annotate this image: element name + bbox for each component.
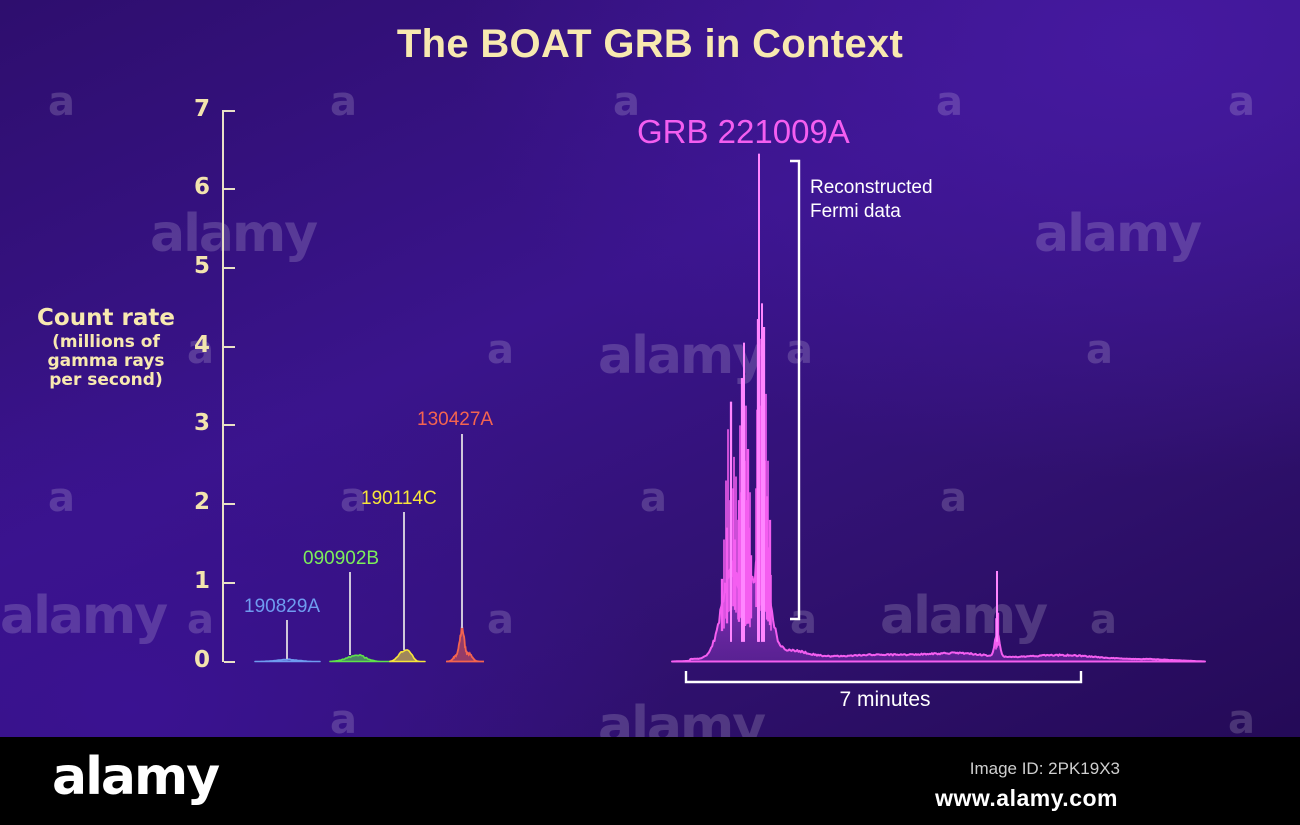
y-axis-tick-label-2: 2 <box>193 489 210 516</box>
y-axis-tick-4 <box>224 345 235 348</box>
lightcurve-190114c <box>389 649 426 663</box>
lightcurve-190829a <box>254 658 321 663</box>
y-axis-tick-label-5: 5 <box>193 252 210 279</box>
fermi-bracket <box>790 159 801 621</box>
y-axis-tick-label-wrap-6: 6 <box>150 174 210 200</box>
page-title: The BOAT GRB in Context <box>396 22 904 66</box>
alamy-footer-bar: alamy Image ID: 2PK19X3 www.alamy.com <box>0 737 1300 825</box>
y-axis-label-main: Count rate <box>37 305 175 331</box>
y-axis-tick-label-wrap-7: 7 <box>150 96 210 122</box>
y-axis-tick-label-4: 4 <box>193 331 210 358</box>
fermi-annotation-line-1: Reconstructed <box>810 177 933 198</box>
y-axis-tick-label-wrap-1: 1 <box>150 568 210 594</box>
y-axis-tick-5 <box>224 266 235 269</box>
y-axis-tick-label-wrap-5: 5 <box>150 253 210 279</box>
duration-bracket <box>684 671 1083 684</box>
y-axis-tick-2 <box>224 503 235 506</box>
poster-canvas: a a a a a a a a a a a a a a a a a a a alamy alamy alamy alamy a… <box>0 0 1300 737</box>
fermi-annotation: Reconstructed Fermi data <box>810 176 933 224</box>
y-axis-tick-6 <box>224 188 235 191</box>
y-axis-line <box>222 110 224 662</box>
duration-annotation: 7 minutes <box>839 688 931 711</box>
lightcurve-090902b <box>329 653 391 663</box>
y-axis-tick-label-7: 7 <box>193 95 210 122</box>
y-axis-tick-label-0: 0 <box>193 646 210 673</box>
y-axis-label-sub-line-2: gamma rays <box>47 351 165 372</box>
series-label-130427a: 130427A <box>417 409 494 430</box>
y-axis-label-sub-line-3: per second) <box>49 370 163 391</box>
series-label-190114c: 190114C <box>361 488 437 509</box>
y-axis-tick-1 <box>224 581 235 584</box>
y-axis-tick-3 <box>224 424 235 427</box>
lightcurve-221009a-spike-highlights <box>730 153 998 642</box>
fermi-annotation-line-2: Fermi data <box>810 200 901 222</box>
y-axis-tick-label-wrap-3: 3 <box>150 410 210 436</box>
y-axis-tick-label-wrap-4: 4 <box>150 332 210 358</box>
y-axis-tick-7 <box>224 109 235 112</box>
y-axis-label-sub-line-1: (millions of <box>52 332 160 352</box>
alamy-logo: alamy <box>52 747 220 807</box>
y-axis-tick-label-1: 1 <box>193 567 210 594</box>
y-axis-tick-label-3: 3 <box>193 410 210 437</box>
lightcurve-plot <box>224 153 1206 684</box>
series-label-190829a: 190829A <box>244 596 321 617</box>
y-axis-tick-label-wrap-2: 2 <box>150 489 210 515</box>
image-id-text: Image ID: 2PK19X3 <box>969 759 1120 778</box>
lightcurve-130427a <box>446 626 484 663</box>
alamy-url-text: www.alamy.com <box>935 785 1118 811</box>
y-axis-tick-label-wrap-0: 0 <box>150 647 210 673</box>
y-axis-tick-label-6: 6 <box>193 174 210 201</box>
y-axis-label-sub: (millions of gamma rays per second) <box>16 332 196 391</box>
series-label-090902b: 090902B <box>303 548 380 569</box>
boat-series-label: GRB 221009A <box>637 113 850 150</box>
y-axis-label: Count rate (millions of gamma rays per s… <box>16 305 196 390</box>
